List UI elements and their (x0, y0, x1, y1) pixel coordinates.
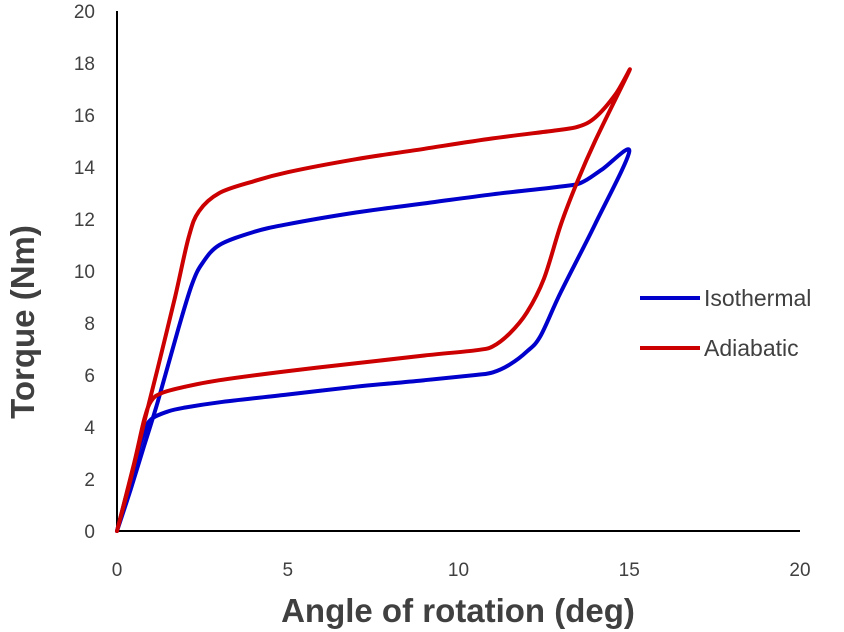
legend-label-adiabatic: Adiabatic (704, 335, 799, 361)
y-tick-label: 8 (84, 314, 95, 335)
legend: Isothermal Adiabatic (640, 285, 811, 361)
y-tick-label: 4 (84, 418, 95, 439)
y-tick-label: 18 (74, 54, 95, 75)
y-tick-label: 0 (84, 522, 95, 543)
series-layer (115, 67, 632, 533)
x-tick-label: 10 (448, 560, 469, 581)
series-line-isothermal (115, 147, 632, 533)
y-tick-label: 2 (84, 470, 95, 491)
legend-label-isothermal: Isothermal (704, 285, 811, 311)
x-tick-labels: 0 5 10 15 20 (112, 560, 811, 581)
y-axis-title: Torque (Nm) (4, 225, 41, 419)
y-tick-label: 16 (74, 106, 95, 127)
y-tick-label: 20 (74, 2, 95, 23)
series-line-adiabatic (115, 67, 632, 533)
y-tick-label: 10 (74, 262, 95, 283)
x-tick-label: 5 (282, 560, 293, 581)
y-tick-label: 12 (74, 210, 95, 231)
y-tick-labels: 0 2 4 6 8 10 12 14 16 18 20 (74, 2, 96, 543)
y-tick-label: 14 (74, 158, 96, 179)
x-axis-title: Angle of rotation (deg) (281, 592, 635, 629)
x-tick-label: 15 (619, 560, 640, 581)
x-tick-label: 20 (789, 560, 810, 581)
x-tick-label: 0 (112, 560, 123, 581)
y-tick-label: 6 (84, 366, 95, 387)
